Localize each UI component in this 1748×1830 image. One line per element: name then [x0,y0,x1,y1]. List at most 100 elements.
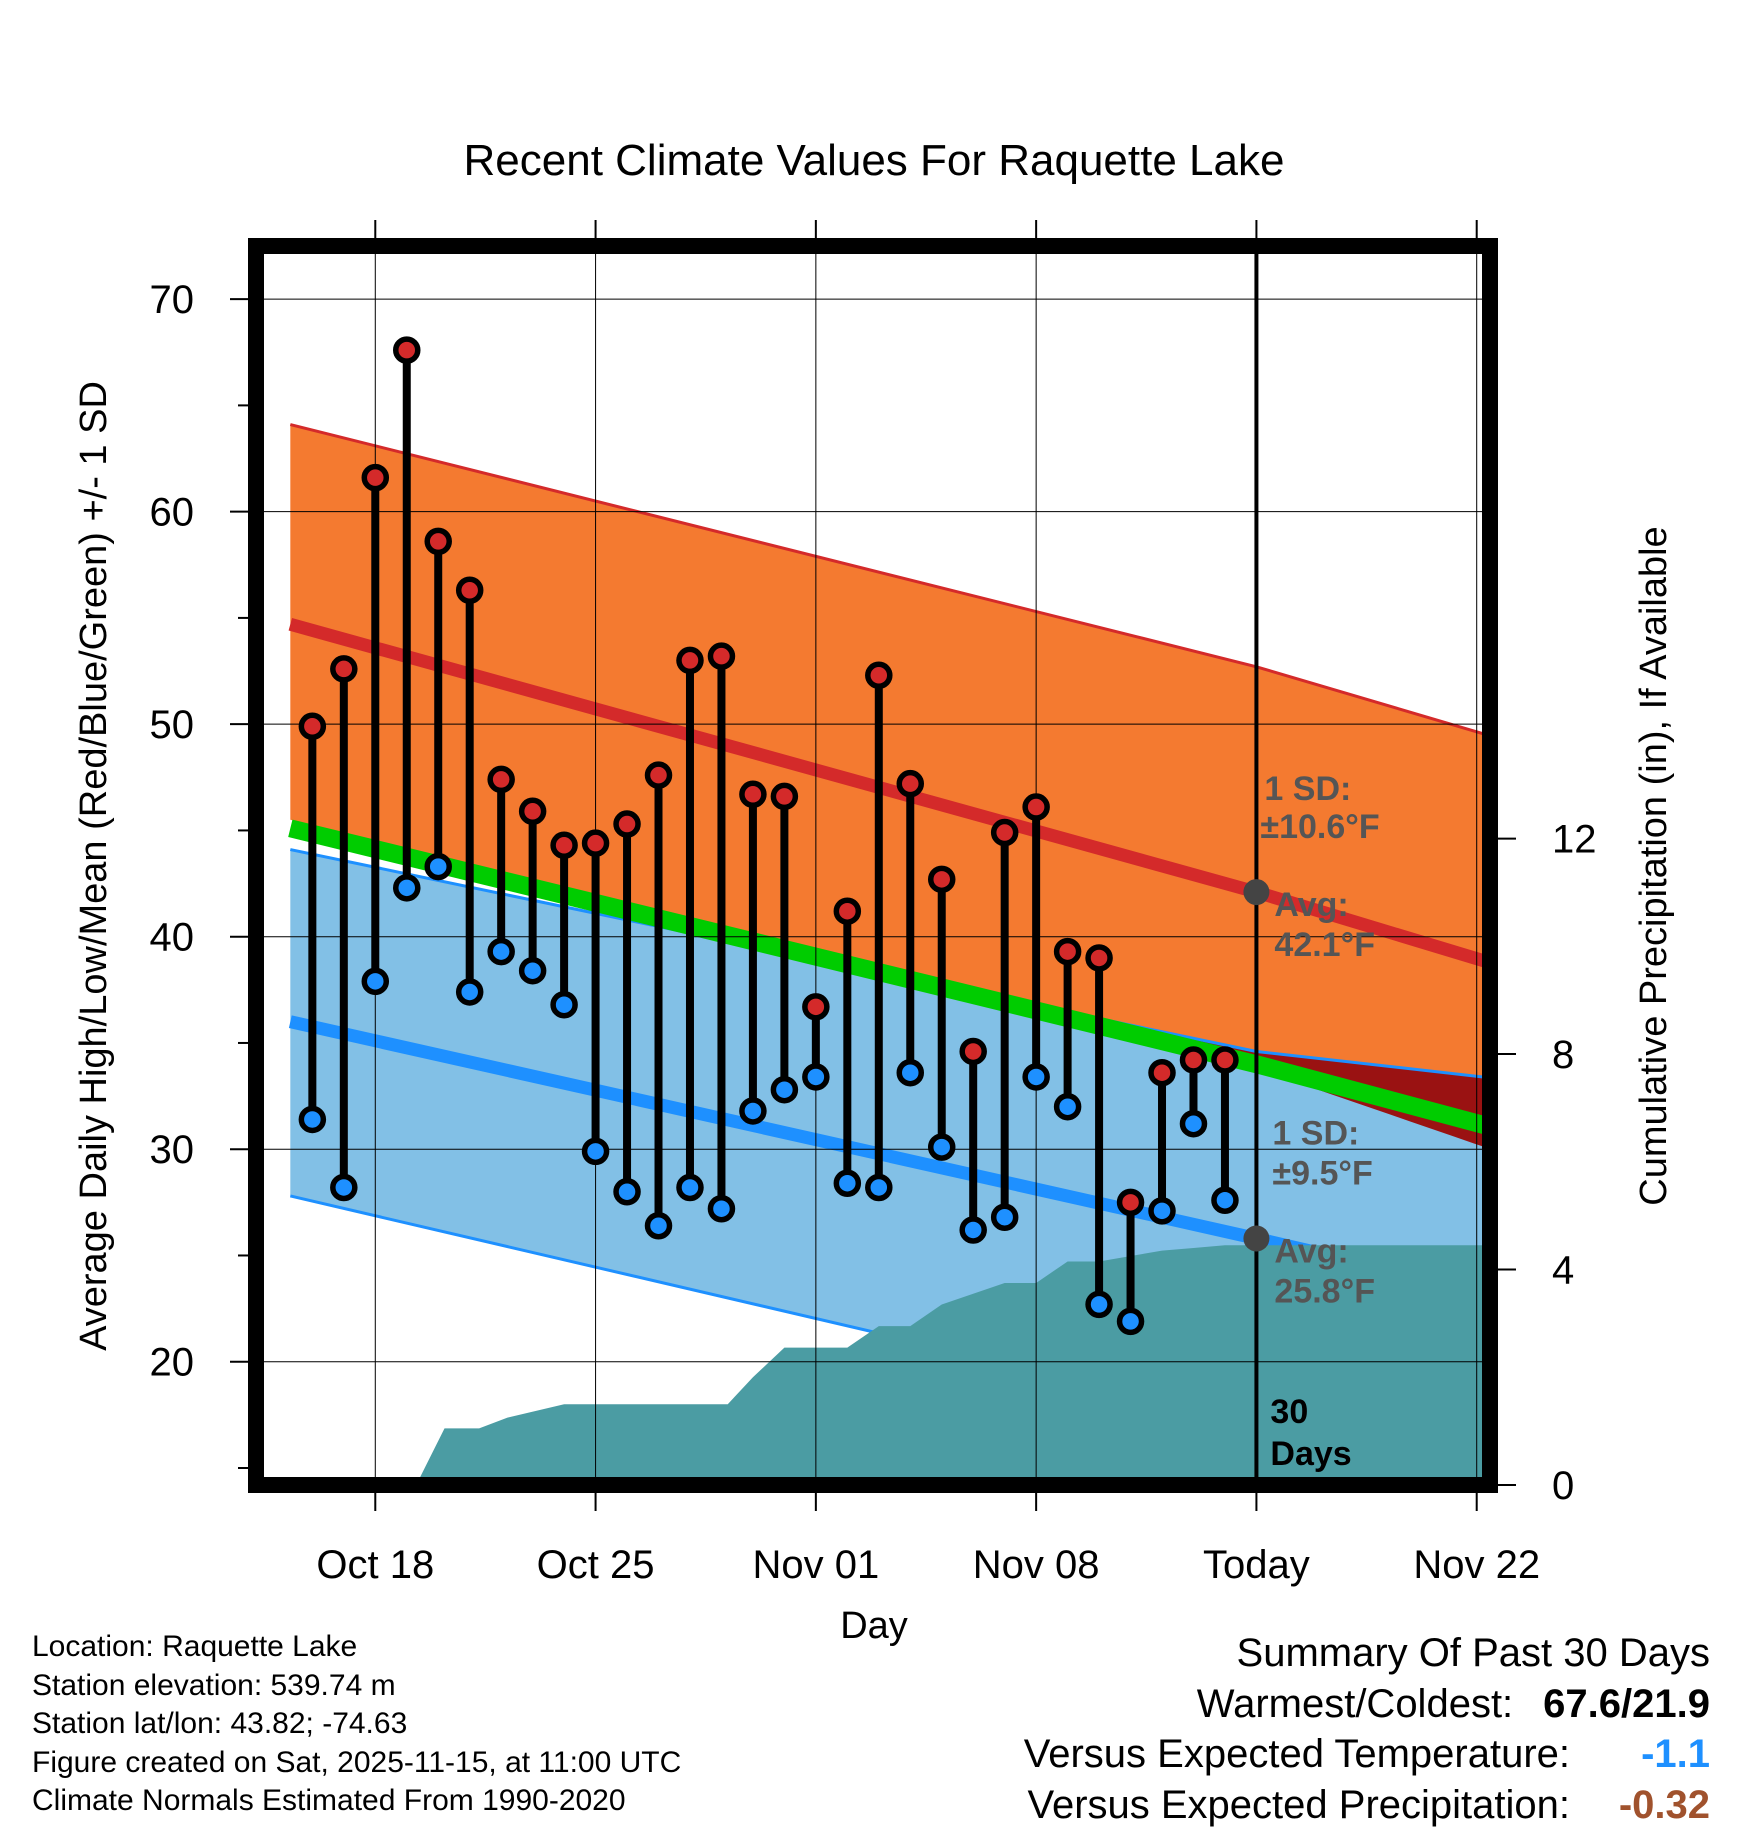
station-latlon: Station lat/lon: 43.82; -74.63 [32,1705,681,1744]
summary-title: Summary Of Past 30 Days [1024,1628,1710,1679]
obs-high-point [585,832,607,854]
obs-high-point [805,996,827,1018]
obs-high-point [742,783,764,805]
obs-high-point [962,1040,984,1062]
warm-cold-label: Warmest/Coldest: [1197,1682,1513,1726]
obs-high-point [994,822,1016,844]
obs-low-point [1025,1066,1047,1088]
obs-high-point [648,764,670,786]
window-label-line2: Days [1270,1435,1351,1473]
y-tick-label: 70 [150,278,195,322]
figure-created: Figure created on Sat, 2025-11-15, at 11… [32,1744,681,1783]
x-tick-label: Nov 08 [973,1543,1100,1587]
obs-high-point [1088,947,1110,969]
climate-normals-note: Climate Normals Estimated From 1990-2020 [32,1782,681,1821]
obs-high-point [1214,1049,1236,1071]
station-location: Location: Raquette Lake [32,1628,681,1667]
obs-high-point [868,664,890,686]
obs-high-point [301,715,323,737]
obs-high-point [364,467,386,489]
high-avg-label: Avg: [1274,886,1348,924]
obs-low-point [490,941,512,963]
obs-high-point [1057,941,1079,963]
y-tick-label: 30 [150,1128,195,1172]
obs-high-point [333,658,355,680]
obs-low-point [648,1215,670,1237]
obs-low-point [396,877,418,899]
obs-low-point [616,1181,638,1203]
obs-high-point [459,579,481,601]
obs-high-point [490,768,512,790]
y-tick-label: 20 [150,1341,195,1385]
y2-tick-label: 4 [1552,1249,1574,1293]
obs-high-point [710,645,732,667]
x-tick-label: Today [1203,1543,1310,1587]
obs-high-point [899,773,921,795]
obs-low-point [805,1066,827,1088]
obs-high-point [1025,796,1047,818]
obs-low-point [1057,1096,1079,1118]
obs-low-point [836,1172,858,1194]
obs-high-point [396,339,418,361]
obs-low-point [1088,1293,1110,1315]
station-info: Location: Raquette Lake Station elevatio… [32,1628,681,1821]
obs-high-point [522,800,544,822]
obs-low-point [773,1079,795,1101]
obs-low-point [1151,1200,1173,1222]
obs-low-point [585,1140,607,1162]
today-low-avg-marker [1243,1225,1269,1251]
summary-panel: Summary Of Past 30 Days Warmest/Coldest:… [1024,1628,1710,1830]
y-tick-label: 60 [150,491,195,535]
x-axis-label: Day [840,1605,908,1647]
obs-low-point [301,1108,323,1130]
y2-tick-label: 0 [1552,1464,1574,1508]
obs-low-point [742,1100,764,1122]
obs-low-point [427,856,449,878]
obs-low-point [710,1198,732,1220]
y2-tick-label: 8 [1552,1033,1574,1077]
obs-high-point [616,813,638,835]
obs-low-point [931,1136,953,1158]
obs-high-point [553,834,575,856]
obs-low-point [553,994,575,1016]
obs-low-point [459,981,481,1003]
obs-low-point [1182,1113,1204,1135]
summary-warm-cold: Warmest/Coldest:67.6/21.9 [1024,1679,1710,1730]
obs-low-point [1120,1310,1142,1332]
precip-anomaly-label: Versus Expected Precipitation: [1027,1783,1570,1827]
x-tick-label: Nov 22 [1413,1543,1540,1587]
obs-high-point [427,530,449,552]
x-tick-label: Oct 18 [316,1543,434,1587]
obs-low-point [364,970,386,992]
chart-title: Recent Climate Values For Raquette Lake [464,136,1285,185]
obs-low-point [962,1219,984,1241]
precip-anomaly-value: -0.32 [1600,1780,1710,1830]
obs-low-point [899,1062,921,1084]
x-tick-label: Nov 01 [752,1543,879,1587]
obs-low-point [333,1176,355,1198]
temp-anomaly-value: -1.1 [1600,1729,1710,1780]
high-sd-value: ±10.6°F [1260,808,1379,846]
high-avg-value: 42.1°F [1274,926,1375,964]
obs-low-point [868,1176,890,1198]
obs-high-point [1182,1049,1204,1071]
y2-axis-label: Cumulative Precipitation (in), If Availa… [1633,526,1675,1205]
today-high-avg-marker [1243,879,1269,905]
obs-low-point [1214,1189,1236,1211]
summary-temp: Versus Expected Temperature: -1.1 [1024,1729,1710,1780]
obs-low-point [679,1176,701,1198]
low-sd-value: ±9.5°F [1272,1154,1372,1192]
obs-high-point [1120,1191,1142,1213]
obs-high-point [931,868,953,890]
low-sd-label: 1 SD: [1272,1114,1359,1152]
y-tick-label: 50 [150,703,195,747]
temp-anomaly-label: Versus Expected Temperature: [1024,1732,1570,1776]
high-sd-label: 1 SD: [1264,770,1351,808]
window-label-line1: 30 [1270,1393,1308,1431]
low-avg-value: 25.8°F [1274,1272,1375,1310]
summary-precip: Versus Expected Precipitation: -0.32 [1024,1780,1710,1830]
y-axis-label: Average Daily High/Low/Mean (Red/Blue/Gr… [73,381,115,1351]
obs-high-point [1151,1062,1173,1084]
station-elevation: Station elevation: 539.74 m [32,1667,681,1706]
